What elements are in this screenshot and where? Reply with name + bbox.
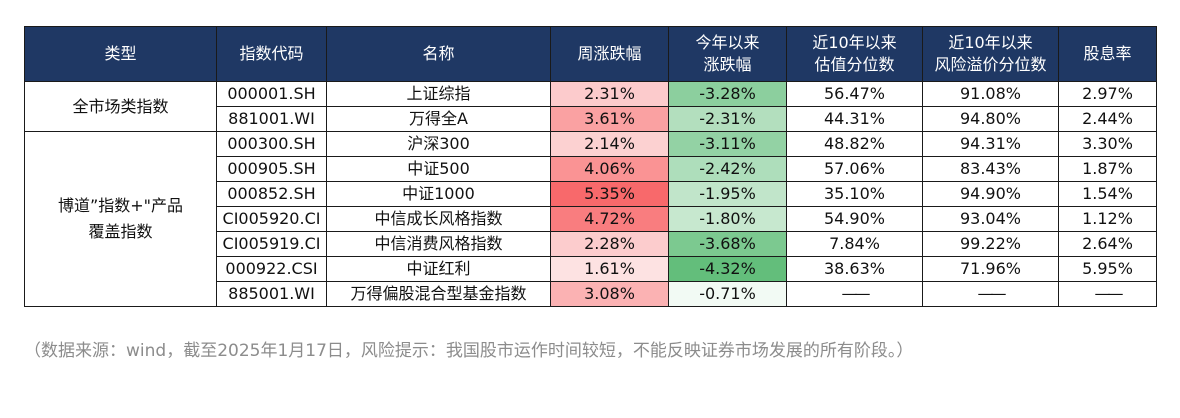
table-row: 000905.SH 中证500 4.06% -2.42% 57.06% 83.43% 1.8… [25,156,1157,182]
valuation-percentile-cell: 35.10% [786,181,923,207]
risk-premium-percentile-cell: 93.04% [922,206,1059,232]
dividend-yield-cell: 5.95% [1058,256,1157,282]
risk-premium-percentile-cell: 83.43% [922,156,1059,182]
group-label: 全市场类指数 [24,81,217,132]
column-header-line: 近10年以来 [948,33,1033,52]
dividend-yield-cell: —— [1058,281,1157,307]
weekly-change-cell: 2.14% [550,131,669,157]
index-code-cell: 000852.SH [216,181,327,207]
column-header: 近10年以来 估值分位数 [786,26,923,82]
ytd-change-cell: -0.71% [668,281,787,307]
index-name-cell: 中信成长风格指数 [326,206,551,232]
weekly-change-cell: 3.08% [550,281,669,307]
weekly-change-cell: 2.31% [550,81,669,107]
column-header-line: 近10年以来 [812,33,897,52]
index-code-cell: 000922.CSI [216,256,327,282]
table-row: 全市场类指数 000001.SH 上证综指 2.31% -3.28% 56.47% 91.0… [24,81,1157,132]
weekly-change-cell: 2.28% [550,231,669,257]
ytd-change-cell: -1.80% [668,206,787,232]
valuation-percentile-cell: 54.90% [786,206,923,232]
index-name-cell: 中信消费风格指数 [326,231,551,257]
valuation-percentile-cell: 56.47% [786,81,923,107]
index-code-cell: 000300.SH [216,131,327,157]
index-name-cell: 万得偏股混合型基金指数 [326,281,551,307]
index-name-cell: 中证1000 [326,181,551,207]
column-header-line: 估值分位数 [814,55,895,74]
table-body: 全市场类指数 000001.SH 上证综指 2.31% -3.28% 56.47% 91.0… [24,81,1157,307]
table-header-row: 类型 指数代码 名称 周涨跌幅 今年以来 涨跌幅 近10年以来 估值分位数 近10年以来 风险溢价… [24,26,1157,82]
column-header-line: 股息率 [1083,44,1132,63]
column-header-line: 指数代码 [239,44,304,63]
ytd-change-cell: -2.42% [668,156,787,182]
column-header: 今年以来 涨跌幅 [668,26,787,82]
index-name-cell: 中证500 [326,156,551,182]
source-note: （数据来源：wind，截至2025年1月17日，风险提示：我国股市运作时间较短，… [24,341,914,361]
valuation-percentile-cell: 44.31% [786,106,923,132]
table-row: 博道”指数+"产品覆盖指数 000300.SH 沪深300 2.14% -3.11% 48… [24,131,1157,307]
risk-premium-percentile-cell: 94.31% [922,131,1059,157]
valuation-percentile-cell: 38.63% [786,256,923,282]
table-row: CI005919.CI 中信消费风格指数 2.28% -3.68% 7.84% 99.22… [25,231,1157,257]
column-header: 名称 [326,26,551,82]
weekly-change-cell: 3.61% [550,106,669,132]
column-header: 类型 [24,26,217,82]
dividend-yield-cell: 2.97% [1058,81,1157,107]
valuation-percentile-cell: —— [786,281,923,307]
index-name-cell: 沪深300 [326,131,551,157]
index-code-cell: 000905.SH [216,156,327,182]
index-code-cell: 000001.SH [216,81,327,107]
risk-premium-percentile-cell: 91.08% [922,81,1059,107]
table-row: 000852.SH 中证1000 5.35% -1.95% 35.10% 94.90% 1.… [25,181,1157,207]
valuation-percentile-cell: 48.82% [786,131,923,157]
dividend-yield-cell: 2.64% [1058,231,1157,257]
dividend-yield-cell: 1.87% [1058,156,1157,182]
column-header-line: 涨跌幅 [703,55,752,74]
dividend-yield-cell: 1.54% [1058,181,1157,207]
column-header-line: 今年以来 [695,33,760,52]
valuation-percentile-cell: 57.06% [786,156,923,182]
table-row: 000922.CSI 中证红利 1.61% -4.32% 38.63% 71.96% 5.9… [25,256,1157,282]
risk-premium-percentile-cell: —— [922,281,1059,307]
column-header-line: 风险溢价分位数 [934,55,1047,74]
table-row: CI005920.CI 中信成长风格指数 4.72% -1.80% 54.90% 93.0… [25,206,1157,232]
risk-premium-percentile-cell: 99.22% [922,231,1059,257]
index-name-cell: 万得全A [326,106,551,132]
valuation-percentile-cell: 7.84% [786,231,923,257]
index-code-cell: 881001.WI [216,106,327,132]
ytd-change-cell: -3.11% [668,131,787,157]
ytd-change-cell: -2.31% [668,106,787,132]
index-name-cell: 上证综指 [326,81,551,107]
ytd-change-cell: -1.95% [668,181,787,207]
index-name-cell: 中证红利 [326,256,551,282]
index-code-cell: CI005919.CI [216,231,327,257]
column-header-line: 类型 [104,44,137,63]
index-code-cell: CI005920.CI [216,206,327,232]
column-header: 股息率 [1058,26,1157,82]
ytd-change-cell: -3.28% [668,81,787,107]
risk-premium-percentile-cell: 94.90% [922,181,1059,207]
column-header-line: 周涨跌幅 [577,44,642,63]
column-header: 近10年以来 风险溢价分位数 [922,26,1059,82]
table-row: 881001.WI 万得全A 3.61% -2.31% 44.31% 94.80% 2.44… [25,106,1157,132]
weekly-change-cell: 4.06% [550,156,669,182]
risk-premium-percentile-cell: 71.96% [922,256,1059,282]
column-header: 周涨跌幅 [550,26,669,82]
table-row: 885001.WI 万得偏股混合型基金指数 3.08% -0.71% —— —— —— [25,281,1157,307]
ytd-change-cell: -4.32% [668,256,787,282]
weekly-change-cell: 1.61% [550,256,669,282]
column-header: 指数代码 [216,26,327,82]
group-label: 博道”指数+"产品覆盖指数 [24,131,217,307]
weekly-change-cell: 4.72% [550,206,669,232]
column-header-line: 名称 [422,44,455,63]
index-code-cell: 885001.WI [216,281,327,307]
index-performance-table: 类型 指数代码 名称 周涨跌幅 今年以来 涨跌幅 近10年以来 估值分位数 近10年以来 风险溢价… [24,26,1157,307]
risk-premium-percentile-cell: 94.80% [922,106,1059,132]
dividend-yield-cell: 2.44% [1058,106,1157,132]
ytd-change-cell: -3.68% [668,231,787,257]
weekly-change-cell: 5.35% [550,181,669,207]
dividend-yield-cell: 1.12% [1058,206,1157,232]
dividend-yield-cell: 3.30% [1058,131,1157,157]
